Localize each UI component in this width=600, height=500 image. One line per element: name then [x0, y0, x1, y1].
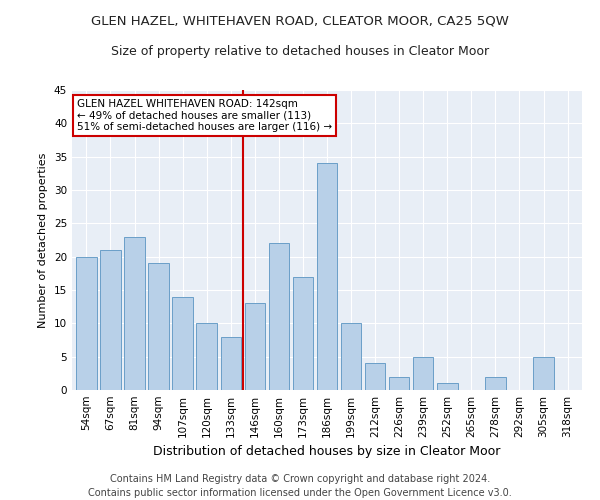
Text: GLEN HAZEL, WHITEHAVEN ROAD, CLEATOR MOOR, CA25 5QW: GLEN HAZEL, WHITEHAVEN ROAD, CLEATOR MOO… — [91, 15, 509, 28]
Bar — [148, 264, 169, 390]
Bar — [172, 296, 193, 390]
X-axis label: Distribution of detached houses by size in Cleator Moor: Distribution of detached houses by size … — [154, 446, 500, 458]
Bar — [533, 356, 554, 390]
Bar — [437, 384, 458, 390]
Bar — [100, 250, 121, 390]
Bar — [76, 256, 97, 390]
Bar — [293, 276, 313, 390]
Bar — [413, 356, 433, 390]
Bar — [221, 336, 241, 390]
Text: GLEN HAZEL WHITEHAVEN ROAD: 142sqm
← 49% of detached houses are smaller (113)
51: GLEN HAZEL WHITEHAVEN ROAD: 142sqm ← 49%… — [77, 99, 332, 132]
Bar — [389, 376, 409, 390]
Bar — [196, 324, 217, 390]
Bar — [341, 324, 361, 390]
Y-axis label: Number of detached properties: Number of detached properties — [38, 152, 49, 328]
Bar — [485, 376, 506, 390]
Bar — [317, 164, 337, 390]
Bar — [269, 244, 289, 390]
Bar — [365, 364, 385, 390]
Bar — [124, 236, 145, 390]
Text: Size of property relative to detached houses in Cleator Moor: Size of property relative to detached ho… — [111, 45, 489, 58]
Text: Contains HM Land Registry data © Crown copyright and database right 2024.
Contai: Contains HM Land Registry data © Crown c… — [88, 474, 512, 498]
Bar — [245, 304, 265, 390]
